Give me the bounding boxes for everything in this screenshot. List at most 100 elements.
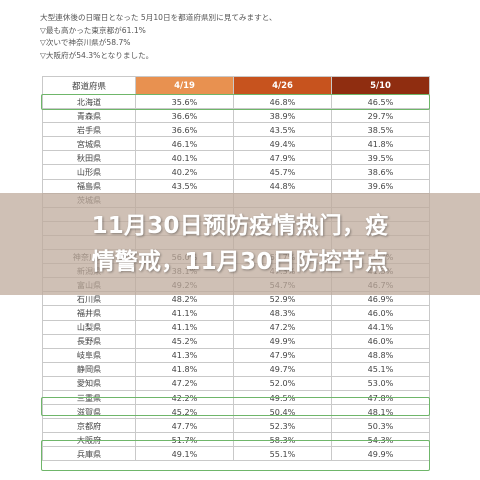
header-prefecture: 都道府県 [42,76,136,95]
table-cell-value: 38.9% [233,108,332,124]
table-cell-value: 47.2% [135,375,234,391]
table-cell-value: 45.2% [135,333,234,349]
table-cell-prefecture: 福島県 [42,178,136,194]
intro-line-3: ▽次いで神奈川県が58.7% [40,38,131,47]
table-cell-prefecture: 滋賀県 [42,404,136,420]
table-cell-value: 29.7% [331,108,430,124]
table-cell-prefecture: 福井県 [42,305,136,321]
headline-title: 11月30日预防疫情热门，疫 情警戒，11月30日防控节点 [0,193,480,295]
table-row: 大阪府 51.7% 58.3% 54.3% [42,432,430,448]
table-row: 青森県 36.6% 38.9% 29.7% [42,108,430,124]
table-cell-value: 45.7% [233,164,332,180]
table-cell-value: 54.3% [331,432,430,448]
table-cell-value: 48.1% [331,404,430,420]
headline-line-2: 情警戒，11月30日防控节点 [91,249,389,275]
table-row: 三重県 42.2% 49.5% 47.8% [42,389,430,406]
table-cell-value: 47.9% [233,347,332,363]
table-cell-value: 49.9% [233,333,332,349]
table-cell-prefecture: 大阪府 [42,432,136,448]
table-cell-value: 40.2% [135,164,234,180]
table-cell-value: 51.7% [135,432,234,448]
table-cell-prefecture: 京都府 [42,418,136,434]
table-header-row: 都道府県 4/19 4/26 5/10 [42,76,430,95]
table-row: 福島県 43.5% 44.8% 39.6% [42,178,430,194]
table-cell-value: 35.6% [135,93,234,110]
table-cell-value: 52.3% [233,418,332,434]
table-cell-value: 36.6% [135,108,234,124]
table-row: 岐阜県 41.3% 47.9% 48.8% [42,347,430,363]
table-cell-value: 48.3% [233,305,332,321]
table-cell-value: 41.1% [135,319,234,335]
table-cell-value: 47.2% [233,319,332,335]
table-cell-value: 38.6% [331,164,430,180]
table-cell-value: 53.0% [331,375,430,391]
table-cell-value: 48.8% [331,347,430,363]
table-row: 福井県 41.1% 48.3% 46.0% [42,305,430,321]
table-cell-value: 45.1% [331,361,430,377]
table-cell-value: 44.8% [233,178,332,194]
table-cell-value: 41.3% [135,347,234,363]
table-cell-value: 42.2% [135,389,234,406]
table-row: 長野県 45.2% 49.9% 46.0% [42,333,430,349]
table-cell-value: 58.3% [233,432,332,448]
table-cell-value: 50.3% [331,418,430,434]
table-cell-value: 50.4% [233,404,332,420]
table-cell-prefecture: 長野県 [42,333,136,349]
table-row: 山形県 40.2% 45.7% 38.6% [42,164,430,180]
table-cell-value: 43.5% [233,122,332,138]
table-row: 山梨県 41.1% 47.2% 44.1% [42,319,430,335]
intro-line-4: ▽大阪府が54.3%となりました。 [40,50,154,60]
table-row: 秋田県 40.1% 47.9% 39.5% [42,150,430,166]
table-cell-value: 36.6% [135,122,234,138]
table-row: 岩手県 36.6% 43.5% 38.5% [42,122,430,138]
table-cell-value: 44.1% [331,319,430,335]
table-cell-value: 52.0% [233,375,332,391]
intro-line-1: 大型連休後の日曜日となった 5月10日を都道府県別に見てみますと、 [40,13,277,22]
table-cell-prefecture: 三重県 [42,389,136,406]
table-row: 愛知県 47.2% 52.0% 53.0% [42,375,430,391]
table-row: 北海道 35.6% 46.8% 46.5% [42,93,430,110]
table-cell-value: 47.9% [233,150,332,166]
table-cell-value: 43.5% [135,178,234,194]
table-cell-value: 49.7% [233,361,332,377]
header-date-1: 4/19 [135,76,234,95]
table-cell-value: 39.6% [331,178,430,194]
table-cell-value: 38.5% [331,122,430,138]
table-cell-value: 49.1% [135,446,234,462]
table-cell-value: 47.8% [331,389,430,406]
table-cell-value: 49.5% [233,389,332,406]
table-cell-value: 40.1% [135,150,234,166]
table-cell-prefecture: 宮城県 [42,136,136,152]
table-cell-value: 47.7% [135,418,234,434]
table-cell-value: 39.5% [331,150,430,166]
table-cell-prefecture: 兵庫県 [42,446,136,462]
table-cell-value: 41.8% [135,361,234,377]
table-cell-prefecture: 北海道 [42,93,136,110]
table-cell-prefecture: 岩手県 [42,122,136,138]
table-cell-value: 46.0% [331,305,430,321]
table-cell-value: 49.9% [331,446,430,462]
table-row: 京都府 47.7% 52.3% 50.3% [42,418,430,434]
table-cell-value: 49.4% [233,136,332,152]
intro-text: 大型連休後の日曜日となった 5月10日を都道府県別に見てみますと、 ▽最も高かっ… [40,12,440,62]
table-cell-value: 41.1% [135,305,234,321]
table-cell-prefecture: 秋田県 [42,150,136,166]
table-cell-value: 46.8% [233,93,332,110]
table-cell-prefecture: 静岡県 [42,361,136,377]
table-cell-prefecture: 岐阜県 [42,347,136,363]
table-cell-value: 45.2% [135,404,234,420]
headline-line-1: 11月30日预防疫情热门，疫 [91,213,389,239]
table-cell-prefecture: 山梨県 [42,319,136,335]
table-cell-prefecture: 青森県 [42,108,136,124]
table-cell-prefecture: 山形県 [42,164,136,180]
headline-overlay: 11月30日预防疫情热门，疫 情警戒，11月30日防控节点 [0,193,480,295]
intro-line-2: ▽最も高かった東京都が61.1% [40,25,146,35]
table-row: 静岡県 41.8% 49.7% 45.1% [42,361,430,377]
header-date-3: 5/10 [331,76,430,95]
table-row: 兵庫県 49.1% 55.1% 49.9% [42,446,430,462]
table-cell-value: 46.5% [331,93,430,110]
table-cell-value: 41.8% [331,136,430,152]
header-date-2: 4/26 [233,76,332,95]
table-row: 滋賀県 45.2% 50.4% 48.1% [42,404,430,420]
